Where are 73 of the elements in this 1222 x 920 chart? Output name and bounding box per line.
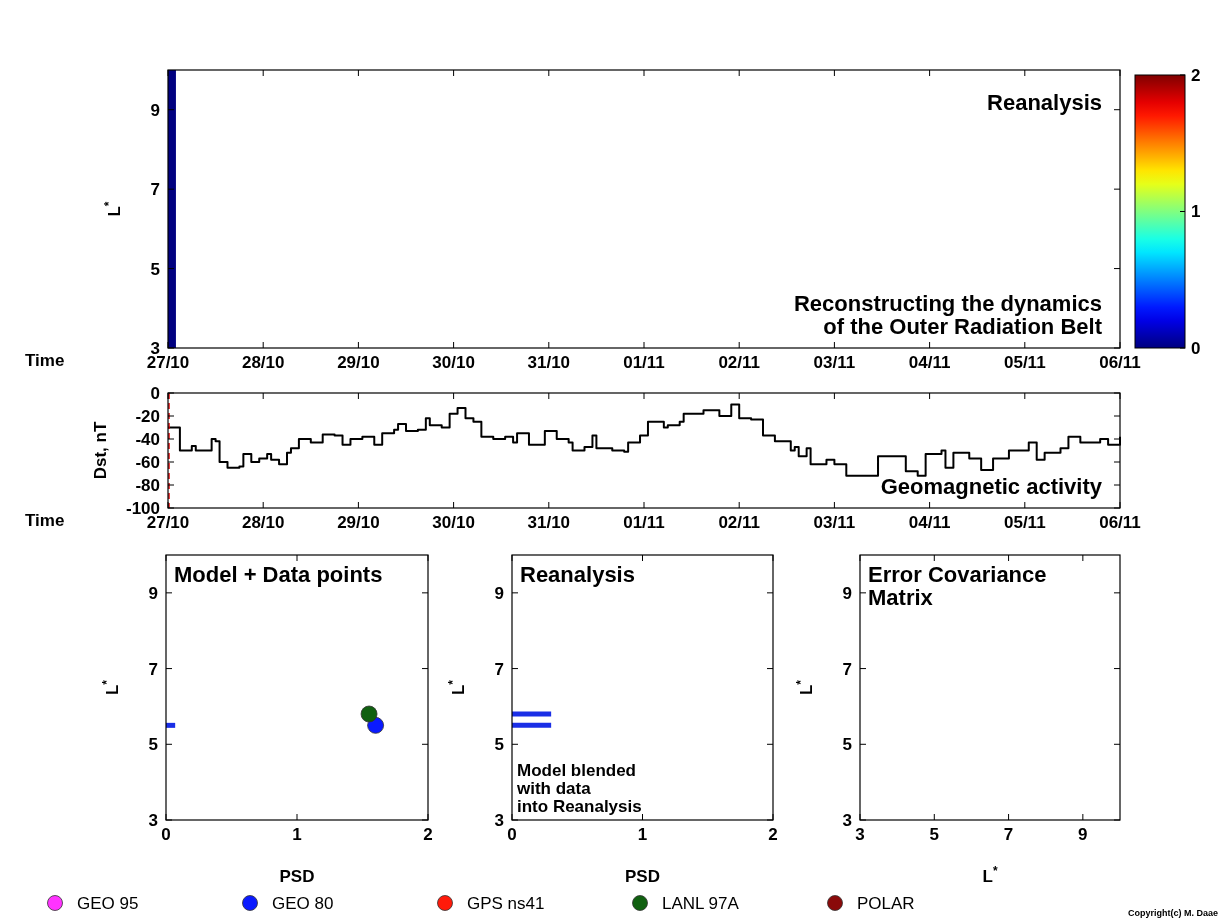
y-tick-label: 7 xyxy=(148,659,158,679)
y-tick-label: 3 xyxy=(494,810,504,830)
x-tick-label: 01/11 xyxy=(623,513,665,532)
x-tick-label: 3 xyxy=(855,825,865,844)
y-tick-label: 3 xyxy=(842,810,852,830)
y-tick-label: -80 xyxy=(135,475,160,495)
y-tick-label: 3 xyxy=(148,810,158,830)
x-axis-title: L$^{*}$ xyxy=(982,864,998,886)
x-tick-label: 05/11 xyxy=(1004,513,1046,532)
x-tick-label: 28/10 xyxy=(241,353,285,372)
color-bar-label: 1 xyxy=(1191,202,1201,222)
chart-title: Model + Data points xyxy=(174,562,383,587)
x-tick-label: 27/10 xyxy=(146,513,190,532)
y-tick-label: 7 xyxy=(842,659,852,679)
x-tick-label: 03/11 xyxy=(813,353,856,372)
x-tick-label: 06/11 xyxy=(1099,513,1141,532)
legend-label: GPS ns41 xyxy=(467,893,545,913)
color-bar-label: 2 xyxy=(1191,65,1201,85)
y-tick-label: 9 xyxy=(150,100,160,120)
y-tick-label: -60 xyxy=(135,452,160,472)
x-tick-label: 06/11 xyxy=(1099,353,1141,372)
x-tick-label: 04/11 xyxy=(908,353,951,372)
x-tick-label: 04/11 xyxy=(908,513,951,532)
x-axis-title: Time xyxy=(25,351,65,370)
x-tick-label: 02/11 xyxy=(718,353,760,372)
annotation: Model blended with data into Reanalysis xyxy=(516,761,642,816)
y-tick-label: 5 xyxy=(150,259,160,279)
x-tick-label: 30/10 xyxy=(432,353,475,372)
x-tick-label: 2 xyxy=(768,825,778,844)
text: Copyright(c) M. Daae xyxy=(1127,908,1218,918)
x-tick-label: 30/10 xyxy=(432,513,475,532)
y-tick-label: 5 xyxy=(842,735,852,755)
annotation: Reconstructing the dynamics of the Outer Radiation Belt xyxy=(793,290,1103,339)
x-tick-label: 29/10 xyxy=(337,353,380,372)
chart-title: Reanalysis xyxy=(520,562,635,587)
y-tick-label: 0 xyxy=(150,383,160,403)
x-tick-label: 1 xyxy=(292,825,302,844)
legend-label: POLAR xyxy=(857,893,915,913)
legend-label: LANL 97A xyxy=(662,893,740,913)
text: Error Covariance Matrix xyxy=(868,562,1047,611)
annotation: Geomagnetic activity xyxy=(880,474,1103,499)
x-tick-label: 2 xyxy=(423,825,433,844)
x-tick-label: 31/10 xyxy=(527,353,571,372)
legend-label: GEO 80 xyxy=(272,893,334,913)
y-tick-label: 5 xyxy=(494,735,504,755)
legend-label: GEO 95 xyxy=(77,893,139,913)
y-tick-label: 7 xyxy=(150,180,160,200)
y-tick-label: 5 xyxy=(148,735,158,755)
y-tick-label: 9 xyxy=(494,583,504,603)
x-tick-label: 9 xyxy=(1078,825,1088,844)
x-tick-label: 1 xyxy=(637,825,648,844)
x-tick-label: 03/11 xyxy=(813,513,856,532)
y-tick-label: -40 xyxy=(135,429,160,449)
x-tick-label: 02/11 xyxy=(718,513,760,532)
x-tick-label: 31/10 xyxy=(527,513,571,532)
text: Reanalysis xyxy=(987,90,1102,115)
x-tick-label: 29/10 xyxy=(337,513,380,532)
y-tick-label: 9 xyxy=(148,583,158,603)
x-tick-label: 27/10 xyxy=(146,353,190,372)
x-tick-label: 5 xyxy=(929,825,940,844)
x-tick-label: 01/11 xyxy=(623,353,665,372)
x-axis-title: PSD xyxy=(625,867,660,886)
x-axis-title: Time xyxy=(25,511,65,530)
y-tick-label: 7 xyxy=(494,659,504,679)
y-axis-title: Dst, nT xyxy=(91,421,110,480)
x-tick-label: 28/10 xyxy=(241,513,285,532)
x-tick-label: 0 xyxy=(507,825,517,844)
x-axis-title: PSD xyxy=(279,867,315,886)
color-bar-label: 0 xyxy=(1191,338,1201,358)
x-tick-label: 7 xyxy=(1003,825,1014,844)
x-tick-label: 05/11 xyxy=(1004,353,1046,372)
y-tick-label: -20 xyxy=(135,406,160,426)
y-tick-label: 9 xyxy=(842,583,852,603)
